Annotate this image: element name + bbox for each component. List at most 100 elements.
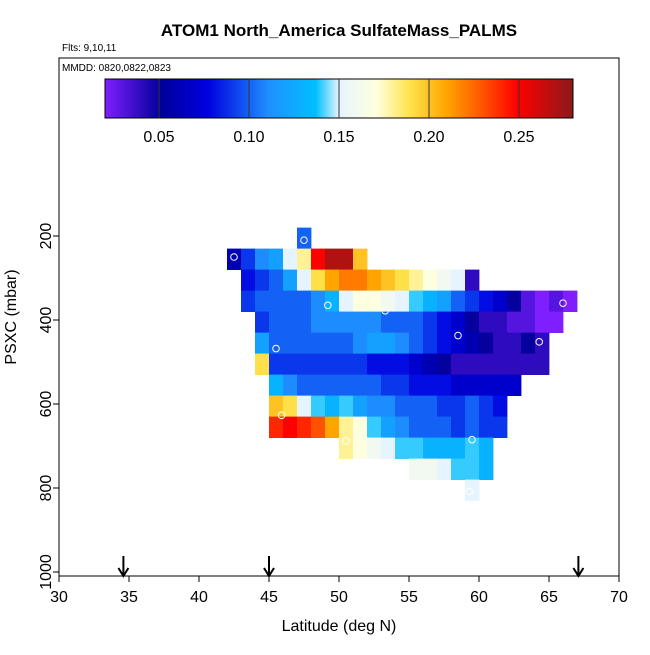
heatmap-cell [381,269,396,291]
heatmap-cell [423,269,438,291]
heatmap-cell [479,374,494,396]
heatmap-cell [283,269,298,291]
flight-marker [559,299,567,308]
heatmap-cell [353,416,368,438]
heatmap-cell [521,311,536,333]
heatmap-cell [367,311,382,333]
heatmap-cell [367,437,382,459]
heatmap-cell [535,311,550,333]
heatmap-cell [283,416,298,438]
heatmap-cell [493,395,508,417]
heatmap-cell [451,269,466,291]
heatmap-cell [255,311,270,333]
chart-title: ATOM1 North_America SulfateMass_PALMS [161,21,517,40]
flight-arrow [117,556,130,578]
heatmap-cell [325,269,340,291]
heatmap-cell [409,353,424,375]
colorbar-ticks: 0.05 0.10 0.15 0.20 0.25 [143,79,535,146]
heatmap-cell [479,458,494,480]
heatmap-cell [409,458,424,480]
heatmap-cell [283,395,298,417]
heatmap-cell [325,248,340,270]
heatmap-cell [451,395,466,417]
x-tick-label: 35 [120,589,138,606]
heatmap-cell [353,374,368,396]
heatmap-cell [465,437,480,459]
x-tick-label: 50 [330,589,348,606]
flight-marker [277,411,286,420]
heatmap-cell [255,269,270,291]
colorbar-tick-label: 0.25 [503,129,534,146]
heatmap-cell [227,248,242,270]
heatmap-cell [423,395,438,417]
heatmap-cell [297,353,312,375]
heatmap-cell [437,395,452,417]
heatmap-cell [367,332,382,354]
heatmap-cell [269,311,284,333]
heatmap-cell [451,311,466,333]
heatmap-cell [283,248,298,270]
heatmap-cell [325,290,340,312]
y-axis-label: PSXC (mbar) [3,269,20,364]
heatmap-cell [367,353,382,375]
heatmap-cell [367,269,382,291]
heatmap-cell [339,353,354,375]
flight-arrow [263,556,275,578]
heatmap-cell [409,395,424,417]
heatmap-cell [269,416,284,438]
heatmap-cell [423,374,438,396]
heatmap-cell [283,290,298,312]
heatmap-cell [339,437,354,459]
heatmap-cell [395,416,410,438]
colorbar-tick-label: 0.15 [323,129,354,146]
heatmap-cell [395,269,410,291]
flight-arrow [572,556,585,578]
heatmap-cell [465,458,480,480]
x-tick-label: 70 [610,589,628,606]
heatmap-cell [507,374,522,396]
colorbar-tick-label: 0.20 [413,129,444,146]
heatmap-cell [297,416,312,438]
heatmap-cell [325,395,340,417]
heatmap-cell [367,416,382,438]
heatmap-cell [465,353,480,375]
heatmap-cell [339,374,354,396]
heatmap-cell [493,374,508,396]
heatmap-cell [507,353,522,375]
flight-marker [342,437,350,445]
y-axis: 200 400 600 800 1000 [38,223,59,590]
flight-marker [454,331,462,340]
heatmap-cell [493,332,508,354]
heatmap-cell [269,290,284,312]
heatmap-cell [255,353,270,375]
heatmap-cell [451,416,466,438]
heatmap-cell [395,395,410,417]
heatmap-cell [437,416,452,438]
x-axis: 30 35 40 45 50 55 60 65 70 [50,576,628,606]
heatmap-cell [311,416,326,438]
heatmap-cell [255,332,270,354]
x-axis-label: Latitude (deg N) [282,618,397,635]
heatmap-cell [283,311,298,333]
dates-subtitle: MMDD: 0820,0822,0823 [62,63,171,74]
heatmap-cell [353,248,368,270]
heatmap-cell [535,290,550,312]
x-tick-label: 40 [190,589,208,606]
heatmap-cell [283,353,298,375]
colorbar-tick-label: 0.05 [143,129,174,146]
heatmap-cell [409,269,424,291]
heatmap-cell [311,269,326,291]
heatmap-cell [381,395,396,417]
heatmap-cell [465,269,480,291]
heatmap-cell [423,353,438,375]
heatmap-cell [395,353,410,375]
heatmap-cell [465,395,480,417]
y-tick-label: 400 [38,307,55,334]
heatmap-cell [395,374,410,396]
heatmap-cell [381,416,396,438]
heatmap-cell [269,248,284,270]
heatmap-cell [563,290,578,312]
heatmap-cell [353,437,368,459]
heatmap-cell [353,332,368,354]
flight-marker [272,344,280,353]
